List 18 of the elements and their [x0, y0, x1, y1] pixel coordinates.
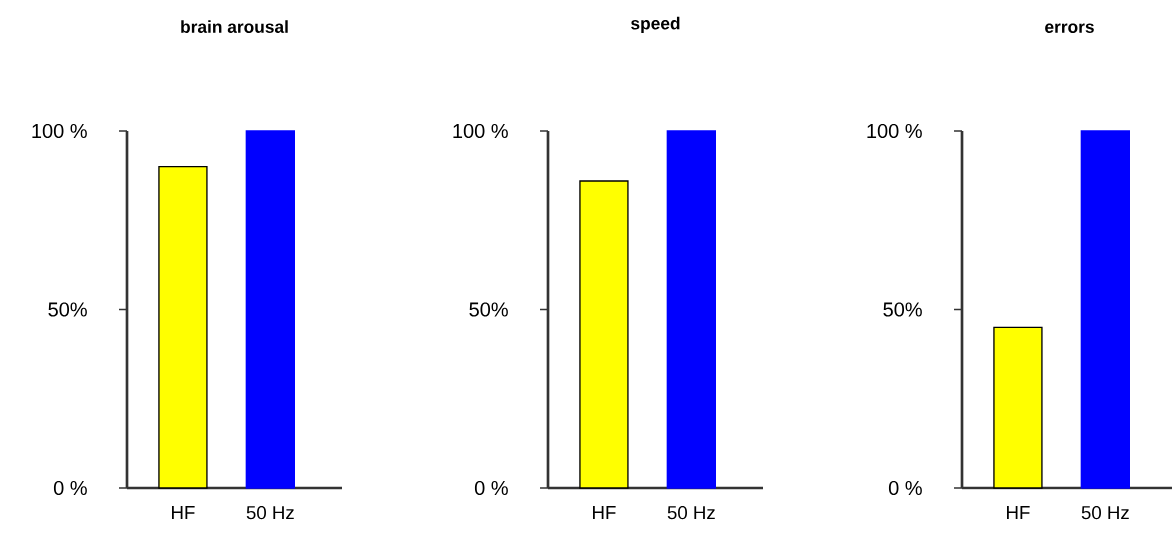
y-tick-label: 100 %: [867, 123, 922, 139]
x-tick-label: HF: [172, 506, 195, 519]
x-tick-label: HF: [593, 506, 616, 519]
chart-title: brain arousal: [181, 20, 288, 33]
y-tick-label: 50%: [48, 302, 87, 317]
y-tick-label: 50%: [883, 302, 922, 317]
y-tick-label: 0 %: [888, 480, 922, 496]
y-tick-label: 0 %: [474, 480, 508, 496]
y-tick-label: 50%: [469, 302, 508, 317]
y-tick-label: 0 %: [53, 480, 87, 496]
y-tick-label: 100 %: [453, 123, 508, 139]
x-tick-label: 50 Hz: [246, 506, 294, 520]
y-tick-label: 100 %: [32, 123, 87, 139]
chart-title: errors: [1045, 23, 1094, 33]
x-tick-label: HF: [1007, 506, 1030, 519]
x-tick-label: 50 Hz: [667, 506, 715, 520]
x-tick-label: 50 Hz: [1081, 506, 1129, 520]
chart-title: speed: [631, 16, 680, 33]
